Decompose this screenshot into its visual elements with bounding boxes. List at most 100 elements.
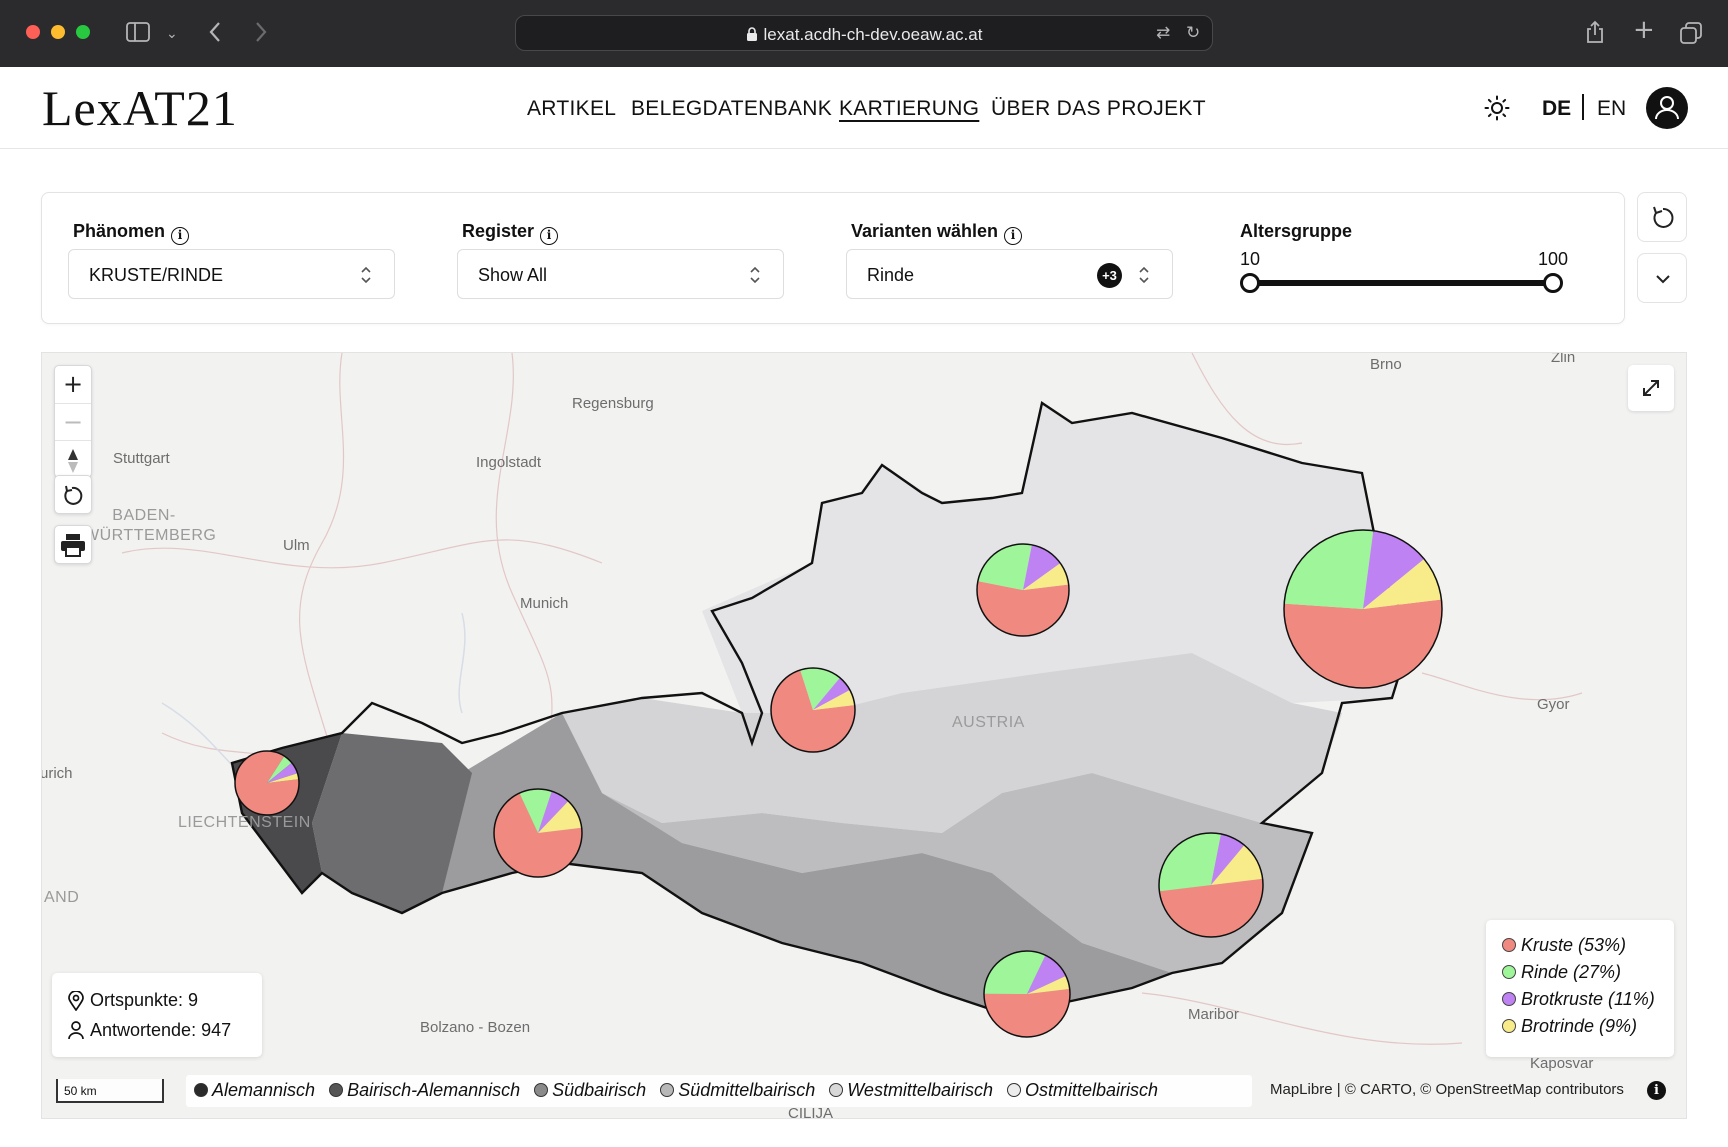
info-icon[interactable]: i (540, 227, 559, 245)
age-slider-min-handle[interactable] (1240, 273, 1260, 293)
zoom-window-button[interactable] (76, 25, 90, 39)
nav-ueber-das-projekt[interactable]: ÜBER DAS PROJEKT (991, 97, 1206, 120)
age-slider-track[interactable] (1249, 280, 1554, 286)
lang-de[interactable]: DE (1542, 97, 1572, 120)
forward-icon[interactable] (254, 21, 268, 46)
pie-chart-marker[interactable] (976, 543, 1070, 637)
nav-artikel[interactable]: ARTIKEL (527, 97, 617, 120)
variants-value: Rinde (867, 265, 915, 285)
pie-slice (1211, 845, 1263, 885)
legend-swatch (1502, 965, 1516, 979)
legend-swatch (1502, 1019, 1516, 1033)
pie-slice (977, 581, 1069, 637)
zoom-in-button[interactable]: + (62, 370, 84, 398)
chevron-down-icon[interactable]: ⌄ (166, 26, 178, 42)
fullscreen-button[interactable] (1628, 365, 1674, 411)
new-tab-icon[interactable]: + (1633, 15, 1655, 45)
pie-slice (813, 677, 850, 710)
dialect-item-ostmittelbairisch[interactable]: Ostmittelbairisch (1006, 1080, 1158, 1101)
pie-slice (1027, 975, 1070, 994)
site-logo[interactable]: LexAT21 (42, 80, 238, 136)
info-icon[interactable]: i (1004, 227, 1023, 245)
pie-chart-marker[interactable] (234, 750, 300, 816)
address-bar[interactable]: lexat.acdh-ch-dev.oeaw.ac.at ⇄ ↻ (515, 15, 1213, 51)
pie-chart-marker[interactable] (770, 667, 856, 753)
register-select[interactable]: Show All (457, 249, 784, 299)
city-label: Maribor (1188, 1006, 1239, 1023)
pie-chart-marker[interactable] (983, 950, 1071, 1038)
city-label: Zlin (1551, 352, 1576, 366)
pie-chart-marker[interactable] (1283, 529, 1443, 689)
region-westmittelbairisch (562, 653, 1342, 833)
pie-chart-marker[interactable] (493, 788, 583, 878)
pie-slice (813, 689, 855, 710)
back-icon[interactable] (208, 21, 222, 46)
pie-chart-marker[interactable] (1158, 832, 1264, 938)
person-icon (68, 1021, 84, 1040)
share-icon[interactable] (1585, 20, 1605, 47)
attribution-info-button[interactable]: i (1647, 1081, 1666, 1100)
map-info-box: Ortspunkte: 9 Antwortende: 947 (52, 973, 262, 1057)
pie-slice (1027, 955, 1067, 994)
pie-chart-layer (234, 529, 1443, 1038)
city-label: urich (41, 765, 73, 782)
city-label: Bolzano - Bozen (420, 1019, 531, 1036)
map-scale: 50 km (56, 1079, 164, 1103)
reset-icon (64, 485, 83, 505)
lang-en[interactable]: EN (1597, 97, 1627, 120)
info-icon[interactable]: i (171, 227, 190, 245)
austria-border (230, 401, 1414, 1015)
reset-view-button[interactable] (55, 476, 91, 513)
nav-kartierung[interactable]: KARTIERUNG (839, 97, 980, 120)
variants-select[interactable]: Rinde +3 (846, 249, 1173, 299)
location-pin-icon (68, 991, 84, 1011)
city-label: Gyor (1537, 696, 1570, 713)
lock-icon (746, 27, 757, 41)
nav-belegdatenbank[interactable]: BELEGDATENBANK (631, 97, 833, 120)
phenomenon-value: KRUSTE/RINDE (89, 265, 224, 285)
pie-slice (493, 793, 582, 877)
pie-slice (1363, 558, 1442, 609)
points-count: Ortspunkte: 9 (90, 990, 199, 1010)
dialect-item-westmittelbairisch[interactable]: Westmittelbairisch (829, 1080, 993, 1101)
compass-button[interactable] (55, 440, 91, 477)
zoom-controls: + − (54, 365, 92, 478)
tab-overview-icon[interactable] (1680, 22, 1702, 47)
reset-filters-button[interactable] (1637, 192, 1687, 242)
map[interactable]: Regensburg Ingolstadt Stuttgart Ulm Muni… (41, 352, 1687, 1119)
chevron-updown-icon (750, 266, 760, 284)
pie-slice (1211, 833, 1245, 885)
pie-slice (267, 762, 298, 783)
map-attribution[interactable]: MapLibre | © CARTO, © OpenStreetMap cont… (1270, 1081, 1624, 1098)
minimize-window-button[interactable] (51, 25, 65, 39)
reload-icon[interactable]: ↻ (1186, 23, 1201, 43)
region-label: BADEN-WÜRTTEMBERG (84, 507, 217, 544)
phenomenon-select[interactable]: KRUSTE/RINDE (68, 249, 395, 299)
dialect-item-alemannisch[interactable]: Alemannisch (194, 1080, 315, 1101)
age-slider-max-handle[interactable] (1543, 273, 1563, 293)
user-avatar[interactable] (1646, 87, 1688, 129)
pie-slice (984, 988, 1070, 1037)
age-min-value: 10 (1240, 249, 1261, 269)
zoom-out-button[interactable]: − (55, 403, 91, 440)
age-max-value: 100 (1538, 249, 1569, 269)
close-window-button[interactable] (26, 25, 40, 39)
expand-filters-button[interactable] (1637, 253, 1687, 303)
print-button[interactable] (55, 526, 91, 563)
dialect-item-suedbairisch[interactable]: Südbairisch (534, 1080, 646, 1101)
register-value: Show All (478, 265, 548, 285)
region-bairisch-alemannisch (312, 733, 472, 913)
dialect-item-suedmittelbairisch[interactable]: Südmittelbairisch (660, 1080, 815, 1101)
translate-icon[interactable]: ⇄ (1156, 23, 1171, 43)
expand-icon (1643, 380, 1659, 396)
chevron-down-icon (1656, 275, 1670, 284)
age-label: Altersgruppe (1240, 221, 1353, 241)
city-label: Brno (1370, 356, 1402, 373)
legend-swatch (1502, 992, 1516, 1006)
respondents-count: Antwortende: 947 (90, 1020, 232, 1040)
theme-toggle-sun-icon[interactable] (1484, 95, 1510, 126)
site-header: LexAT21 ARTIKEL BELEGDATENBANK KARTIERUN… (0, 67, 1728, 149)
sidebar-icon[interactable] (126, 22, 150, 45)
dialect-item-bairisch-alemannisch[interactable]: Bairisch-Alemannisch (329, 1080, 520, 1101)
legend-swatch (1502, 938, 1516, 952)
